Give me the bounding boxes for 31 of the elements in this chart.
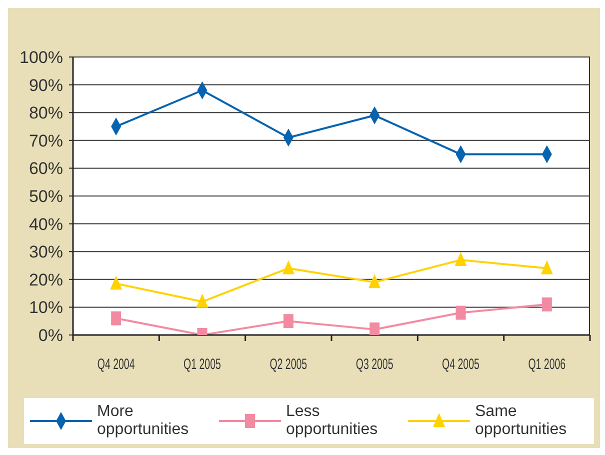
point: [542, 297, 552, 312]
y-tick-label: 0%: [38, 326, 63, 346]
x-tick-label: Q4 2005: [442, 356, 480, 373]
y-tick-label: 60%: [28, 159, 63, 178]
y-tick-label: 10%: [28, 298, 63, 318]
x-tick-label: Q1 2005: [184, 356, 221, 373]
point: [283, 314, 294, 328]
point: [282, 260, 294, 274]
legend-label: Same opportunities: [475, 403, 568, 439]
legend-label: Less opportunities: [286, 403, 379, 439]
point: [370, 322, 380, 335]
point: [110, 276, 122, 290]
y-tick-label: 100%: [20, 48, 63, 68]
legend-label: More opportunities: [97, 403, 190, 439]
point: [540, 260, 553, 274]
x-tick-label: Q3 2005: [356, 356, 394, 373]
x-tick-label: Q2 2005: [270, 356, 308, 373]
y-tick-label: 20%: [28, 270, 63, 290]
x-tick-label: Q4 2004: [97, 356, 135, 373]
point: [196, 294, 208, 308]
y-tick-label: 50%: [28, 187, 63, 206]
point: [454, 252, 467, 266]
y-tick-label: 80%: [28, 104, 63, 123]
point: [111, 311, 122, 326]
y-tick-label: 90%: [28, 76, 63, 95]
y-tick-label: 30%: [28, 242, 63, 262]
x-tick-label: Q1 2006: [528, 356, 566, 373]
y-tick-label: 40%: [28, 214, 63, 234]
point: [456, 306, 466, 320]
y-tick-label: 70%: [28, 131, 63, 150]
point: [368, 274, 381, 288]
